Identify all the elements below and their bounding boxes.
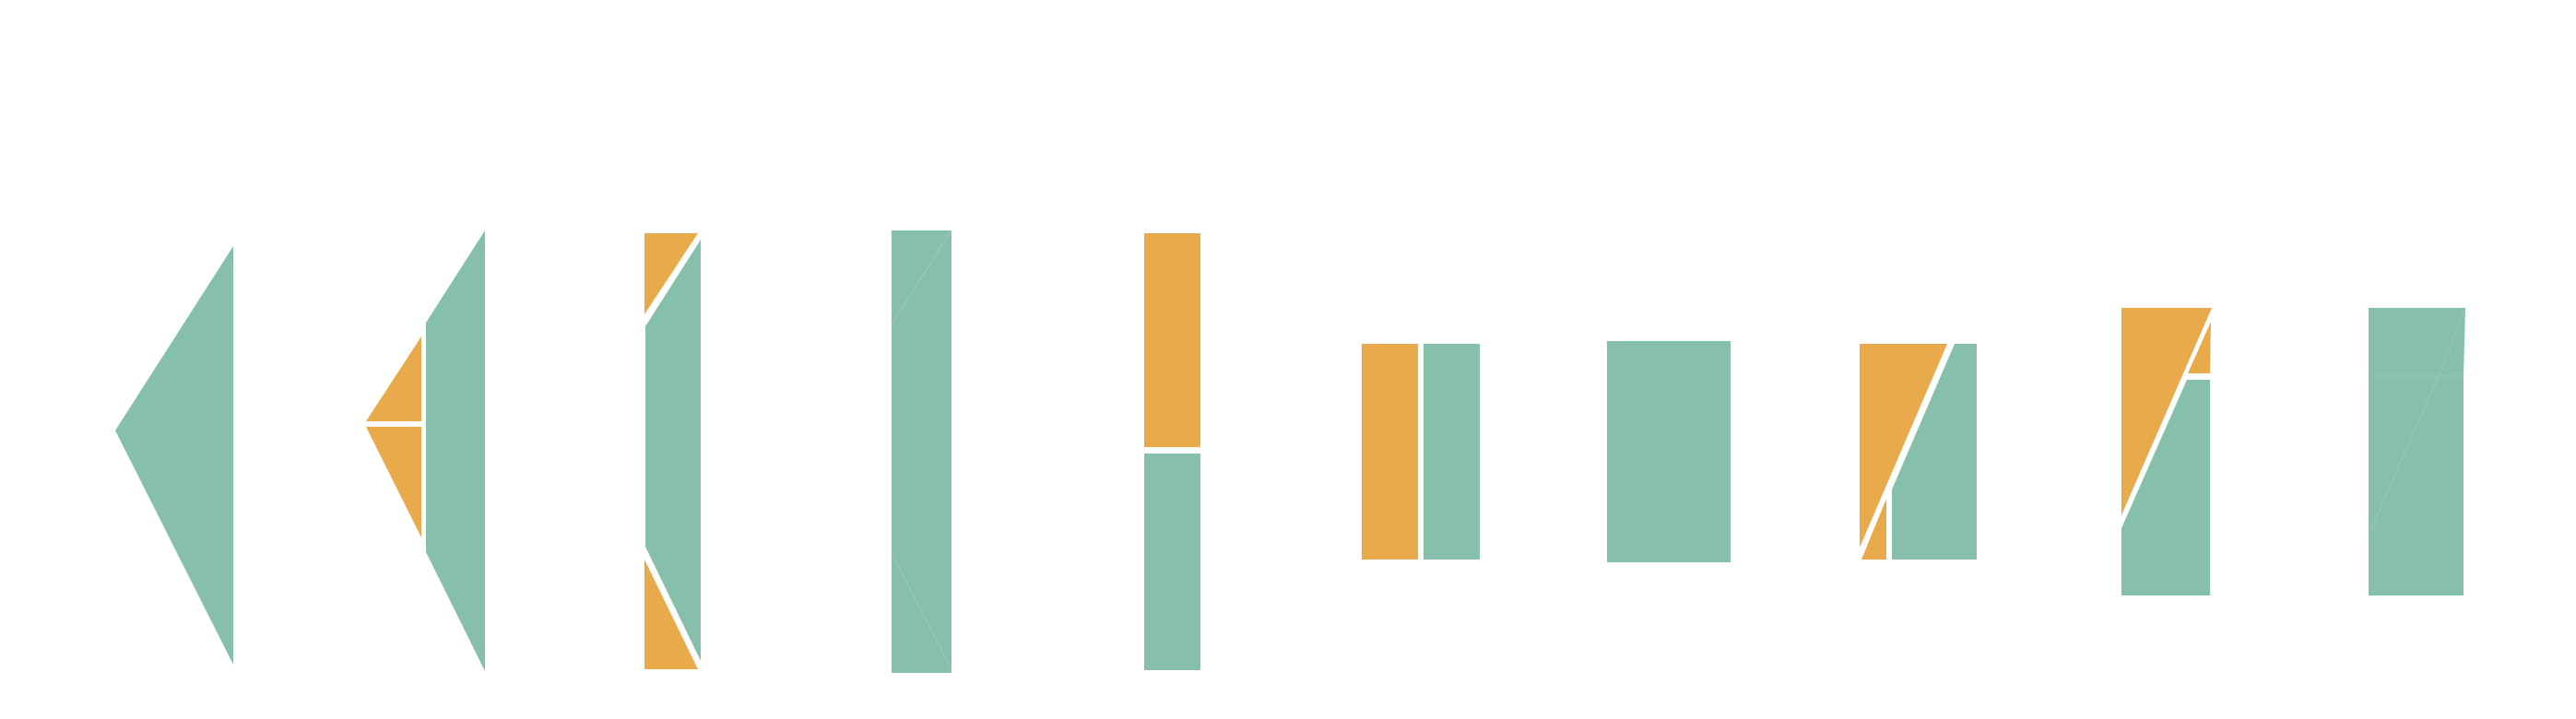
figure-4-seam-upper	[891, 230, 952, 325]
figure-5-orange-top-rect	[1144, 233, 1200, 447]
figure-8-diagonal-cut	[1860, 344, 1977, 560]
figure-3-green-middle	[645, 240, 701, 661]
figure-3-orange-bottom-triangle	[644, 560, 698, 669]
figure-1-triangle	[115, 246, 233, 665]
figure-7-green-rect	[1607, 341, 1731, 562]
figure-9-green-piece	[2121, 380, 2210, 595]
figure-9-rearranged-diagonal	[2121, 308, 2212, 595]
figure-1-green-triangle	[115, 246, 233, 665]
figure-8-orange-small-triangle	[1861, 499, 1886, 560]
figure-4-green-rectangle	[891, 230, 952, 673]
figure-10-green-rectangle	[2368, 307, 2466, 595]
figure-2-green-trapezoid	[426, 230, 485, 671]
figure-4-green-middle-piece	[892, 230, 951, 669]
figure-8-green-piece	[1892, 344, 1977, 560]
figure-8-orange-large-triangle	[1860, 344, 1947, 548]
figure-10-seam-diagonal-lower	[2368, 375, 2440, 536]
figure-3-orange-top-triangle	[644, 233, 698, 314]
figure-4-seam-lower	[891, 552, 952, 670]
figure-2-orange-lower-triangle	[366, 427, 421, 537]
figure-6-orange-left-rect	[1362, 344, 1418, 560]
figure-10-green-shape	[2369, 308, 2465, 595]
figure-3-rearranged-rectangle	[644, 233, 701, 669]
figure-5-green-bottom-rect	[1144, 454, 1200, 670]
figure-2-split-triangle	[366, 230, 485, 671]
figure-10-seam-diagonal-upper	[2438, 307, 2466, 377]
figure-6-side-by-side	[1362, 344, 1480, 560]
figure-2-orange-upper-triangle	[366, 336, 421, 421]
figure-6-green-right-rect	[1424, 344, 1480, 560]
figure-7-green-rectangle	[1607, 341, 1731, 562]
figure-9-orange-large-triangle	[2121, 308, 2212, 515]
figure-5-stacked-rectangle	[1144, 233, 1200, 670]
figure-9-orange-small-triangle	[2188, 322, 2211, 373]
